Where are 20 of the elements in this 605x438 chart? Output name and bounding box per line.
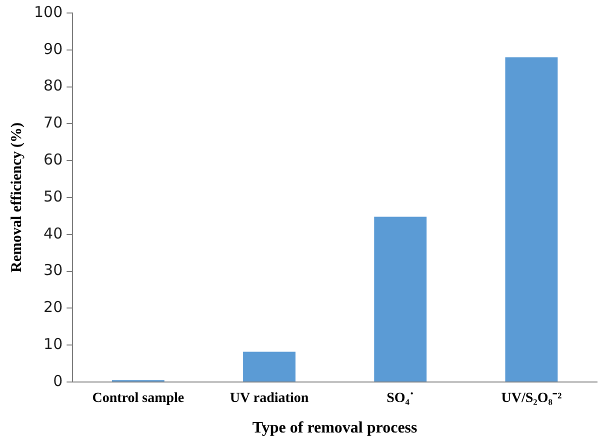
x-tick-label: UV/S₂O₈⁻²: [501, 391, 562, 406]
y-tick-label: 40: [44, 224, 63, 242]
y-tick-label: 90: [44, 40, 63, 58]
y-axis-title: Removal efficiency (%): [8, 122, 25, 272]
x-tick-label: Control sample: [92, 391, 184, 406]
y-tick-label: 30: [44, 261, 63, 280]
y-tick-label: 60: [44, 150, 63, 168]
bar: [374, 216, 427, 382]
x-axis-title: Type of removal process: [252, 420, 418, 437]
y-tick-label: 20: [44, 298, 63, 316]
y-tick-label: 70: [44, 114, 63, 132]
bar: [505, 57, 558, 382]
x-tick-label: UV radiation: [230, 391, 309, 406]
bar: [243, 352, 296, 382]
y-tick-label: 100: [34, 2, 63, 21]
y-tick-label: 0: [53, 372, 63, 390]
y-tick-label: 10: [44, 334, 63, 353]
x-tick-label: SO₄˙: [386, 391, 414, 406]
y-tick-label: 80: [44, 76, 63, 95]
y-tick-label: 50: [44, 187, 63, 206]
